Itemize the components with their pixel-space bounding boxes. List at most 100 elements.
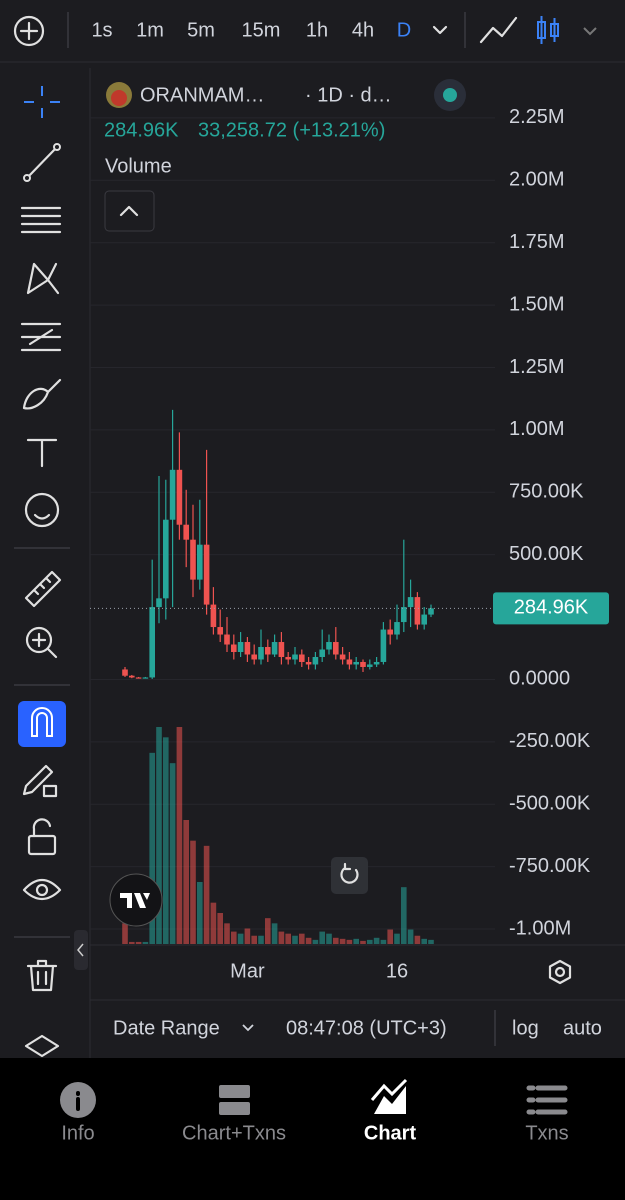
volume-bar [346, 939, 353, 944]
legend-change: 33,258.72 (+13.21%) [198, 119, 385, 141]
volume-bar [278, 931, 285, 944]
interval-dropdown[interactable] [432, 25, 448, 35]
interval-list: 1s 1m 5m 15m 1h 4h D [91, 19, 411, 41]
candle-body [414, 597, 421, 625]
interval-option[interactable]: 1h [306, 19, 328, 41]
x-tick-label: Mar [230, 960, 265, 982]
y-tick-label: -500.00K [509, 793, 591, 815]
candle-body [251, 654, 257, 660]
volume-bar [312, 939, 319, 944]
candle-body [353, 661, 359, 665]
volume-bar [129, 941, 135, 944]
magnet-icon [31, 707, 53, 737]
projection-tool[interactable] [20, 322, 62, 352]
lock-drawing-tool[interactable] [22, 764, 54, 796]
interval-option[interactable]: 4h [352, 19, 374, 41]
nav-tab[interactable]: Info [61, 1122, 94, 1144]
y-tick-label: -1.00M [509, 917, 571, 939]
unlock-shackle [32, 818, 52, 838]
candle-body [169, 469, 176, 520]
reset-button[interactable] [331, 857, 368, 894]
time-axis: Mar 16 [230, 960, 408, 982]
ruler-tool[interactable] [24, 570, 62, 608]
volume-bar [237, 933, 244, 944]
volume-bar [203, 845, 210, 944]
volume-bar [353, 938, 359, 944]
collapse-button[interactable] [104, 190, 155, 232]
interval-option[interactable]: 1s [91, 19, 112, 41]
logo-mark [120, 893, 150, 908]
emoji-smile [33, 513, 51, 520]
eye-pupil [35, 883, 49, 897]
token-avatar [111, 90, 127, 106]
volume-bar [285, 933, 291, 944]
candle-body [190, 539, 196, 580]
chart-txns-icon [219, 1085, 250, 1098]
candle-body [142, 677, 149, 679]
nav-labels: Info Chart+Txns Chart Txns [61, 1122, 568, 1144]
settings-button[interactable] [548, 959, 572, 985]
text-tool[interactable] [26, 438, 58, 468]
symbol: ORANMAM… [140, 84, 264, 106]
panel-toggle[interactable] [74, 930, 88, 970]
volume-bar [319, 931, 325, 944]
interval-option[interactable]: D [397, 19, 411, 41]
zoom-tool[interactable] [25, 626, 53, 654]
nav-tab[interactable]: Chart+Txns [182, 1122, 286, 1144]
lock-icon [42, 784, 58, 798]
date-range-button[interactable]: Date Range [113, 1017, 220, 1039]
brush-tool[interactable] [22, 378, 62, 410]
y-tick-label: -250.00K [509, 730, 591, 752]
layers-tool[interactable] [24, 1034, 60, 1058]
candle-body [237, 642, 244, 652]
candle-body [210, 604, 217, 628]
visibility-tool[interactable] [22, 878, 62, 901]
candle-body [129, 675, 135, 678]
candle-body [285, 656, 291, 660]
candle-chart-icon[interactable] [537, 16, 559, 44]
add-button[interactable] [13, 15, 45, 47]
emoji-tool[interactable] [24, 492, 60, 528]
volume-bar [387, 929, 393, 944]
candle-body [271, 642, 278, 655]
tradingview-logo [109, 873, 163, 927]
volume-bar [231, 931, 237, 944]
reset-icon [340, 862, 359, 884]
volume-bar [224, 923, 230, 944]
tool-dot [23, 174, 31, 182]
candle-body [380, 629, 387, 662]
chart-type-dropdown[interactable] [583, 27, 597, 36]
magnet-tool[interactable] [18, 701, 66, 747]
volume-bar [176, 727, 183, 944]
pattern-tool[interactable] [26, 262, 60, 295]
log-toggle[interactable]: log [512, 1017, 539, 1039]
line-chart-icon[interactable] [479, 16, 518, 44]
fib-tool[interactable] [20, 206, 62, 234]
interval-option[interactable]: 5m [187, 19, 215, 41]
candle-body [333, 642, 339, 655]
unlock-tool[interactable] [27, 834, 57, 856]
chart-nav-icon [370, 1078, 408, 1101]
delete-tool[interactable] [26, 959, 58, 992]
candle-body [244, 642, 251, 655]
candle-body [203, 544, 210, 605]
volume-bar [244, 928, 251, 944]
auto-toggle[interactable]: auto [563, 1017, 602, 1039]
nav-tab[interactable]: Txns [525, 1122, 568, 1144]
crosshair-tool[interactable] [24, 86, 60, 118]
logo-badge [109, 873, 163, 927]
y-tick-label: 1.50M [509, 293, 565, 315]
candle-body [197, 544, 203, 580]
candle-body [346, 659, 353, 665]
interval-option[interactable]: 15m [242, 19, 281, 41]
candle-body [122, 669, 128, 676]
clock: 08:47:08 (UTC+3) [286, 1017, 447, 1039]
volume-bar [367, 939, 373, 944]
interval-option[interactable]: 1m [136, 19, 164, 41]
nav-tab[interactable]: Chart [364, 1122, 417, 1144]
volume-bar [407, 929, 414, 944]
volume-bar [360, 940, 366, 944]
candle-body [183, 524, 189, 540]
volume-bar [394, 933, 400, 944]
trend-line-tool[interactable] [25, 145, 59, 180]
